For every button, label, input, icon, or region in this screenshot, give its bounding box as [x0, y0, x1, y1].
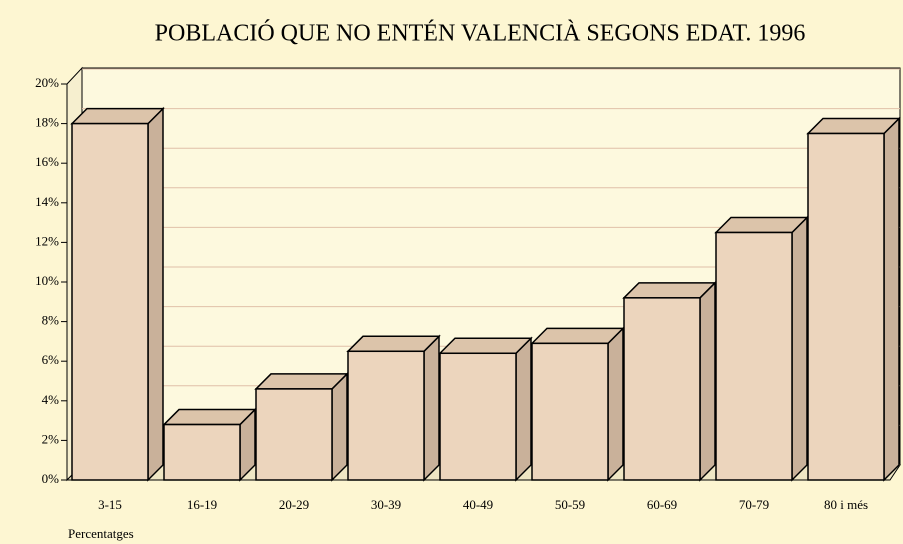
bar-top: [530, 327, 625, 345]
x-tick-label: 50-59: [555, 497, 585, 512]
x-tick-label: 3-15: [98, 497, 122, 512]
axis-label: Percentatges: [68, 526, 134, 541]
y-tick-label: 2%: [42, 431, 60, 446]
bar: [347, 350, 425, 481]
bar-side: [607, 326, 624, 482]
bar: [623, 297, 701, 481]
bar: [439, 352, 517, 481]
bar-top: [438, 337, 533, 355]
bar-top: [714, 216, 809, 234]
y-tick-label: 10%: [35, 273, 59, 288]
y-tick-label: 18%: [35, 115, 59, 130]
bar-side: [515, 336, 532, 482]
bar-side: [699, 281, 716, 482]
bar-top: [622, 282, 717, 299]
x-tick-label: 60-69: [647, 497, 677, 512]
bar-top: [162, 408, 257, 426]
y-tick-label: 6%: [42, 352, 60, 367]
x-tick-label: 30-39: [371, 497, 401, 512]
x-tick-label: 80 i més: [824, 497, 868, 512]
bar-side: [147, 106, 164, 482]
bar: [71, 122, 149, 481]
x-tick-label: 70-79: [739, 497, 769, 512]
y-tick-label: 0%: [42, 471, 60, 486]
y-tick-label: 12%: [35, 233, 59, 248]
bar-side: [791, 215, 808, 482]
bar-side: [331, 372, 348, 482]
x-tick-label: 20-29: [279, 497, 309, 512]
bar: [715, 231, 793, 481]
bar: [255, 388, 333, 481]
bar-side: [423, 334, 440, 482]
bar: [807, 132, 885, 481]
y-tick-label: 16%: [35, 154, 59, 169]
bar-top: [70, 107, 165, 125]
y-tick-label: 8%: [42, 313, 60, 328]
bar-side: [883, 116, 900, 482]
bar-top: [254, 373, 349, 390]
y-tick-label: 20%: [35, 75, 59, 90]
bar-top: [346, 335, 441, 353]
x-tick-label: 40-49: [463, 497, 493, 512]
x-tick-label: 16-19: [187, 497, 217, 512]
bar: [163, 423, 241, 481]
bar-top: [806, 117, 901, 135]
y-tick-label: 14%: [35, 194, 59, 209]
bar: [531, 342, 609, 481]
y-tick-label: 4%: [42, 392, 60, 407]
chart-title: POBLACIÓ QUE NO ENTÉN VALENCIÀ SEGONS ED…: [155, 20, 806, 47]
